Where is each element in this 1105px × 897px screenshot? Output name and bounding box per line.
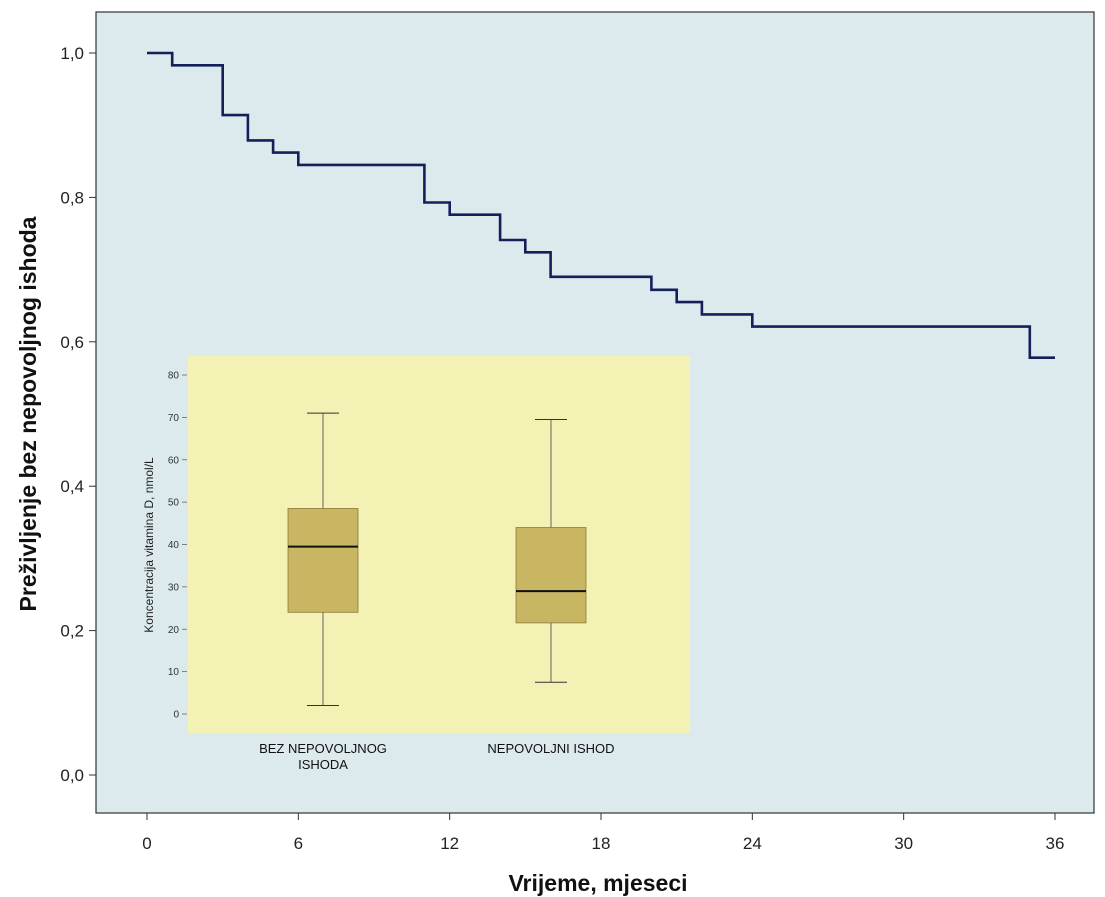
inset-category-label: ISHODA [298, 757, 348, 772]
inset-y-tick-label: 70 [168, 413, 180, 424]
x-tick-label: 18 [592, 834, 611, 853]
inset-y-tick-label: 40 [168, 540, 180, 551]
inset-category-label: NEPOVOLJNI ISHOD [487, 741, 614, 756]
box-iqr [287, 508, 359, 613]
x-tick-label: 0 [142, 834, 151, 853]
inset-y-tick-label: 30 [168, 582, 180, 593]
y-tick-label: 0,6 [60, 333, 84, 352]
y-axis-title: Preživljenje bez nepovoljnog ishoda [15, 216, 41, 611]
km-axes: 0 6 12 18 24 30 36 0,0 0,2 0,4 0,6 0,8 1,0 Vrijeme, m… [15, 44, 1064, 896]
box-iqr [515, 527, 587, 624]
inset-background [188, 356, 690, 733]
x-tick-label: 30 [894, 834, 913, 853]
x-tick-label: 6 [294, 834, 303, 853]
inset-y-axis-title: Koncentracija vitamina D, nmol/L [142, 457, 156, 633]
inset-y-tick-label: 60 [168, 455, 180, 466]
x-tick-label: 24 [743, 834, 762, 853]
x-tick-label: 36 [1046, 834, 1065, 853]
inset-category-label: BEZ NEPOVOLJNOG [259, 741, 387, 756]
y-tick-label: 0,2 [60, 622, 84, 641]
x-tick-label: 12 [440, 834, 459, 853]
boxplot-inset: 0 10 20 30 40 50 60 70 80 Koncentracija vitamina … [142, 356, 690, 772]
km-curve-layer [147, 51, 1055, 359]
inset-y-tick-label: 50 [168, 498, 180, 509]
x-axis-title: Vrijeme, mjeseci [508, 870, 687, 896]
survival-step-line [147, 51, 1055, 359]
y-tick-label: 0,4 [60, 477, 84, 496]
y-tick-label: 0,0 [60, 766, 84, 785]
inset-y-tick-label: 0 [173, 710, 179, 721]
inset-y-tick-label: 10 [168, 667, 180, 678]
inset-y-tick-label: 20 [168, 625, 180, 636]
y-tick-label: 0,8 [60, 188, 84, 207]
inset-y-tick-label: 80 [168, 371, 180, 382]
y-tick-label: 1,0 [60, 44, 84, 63]
